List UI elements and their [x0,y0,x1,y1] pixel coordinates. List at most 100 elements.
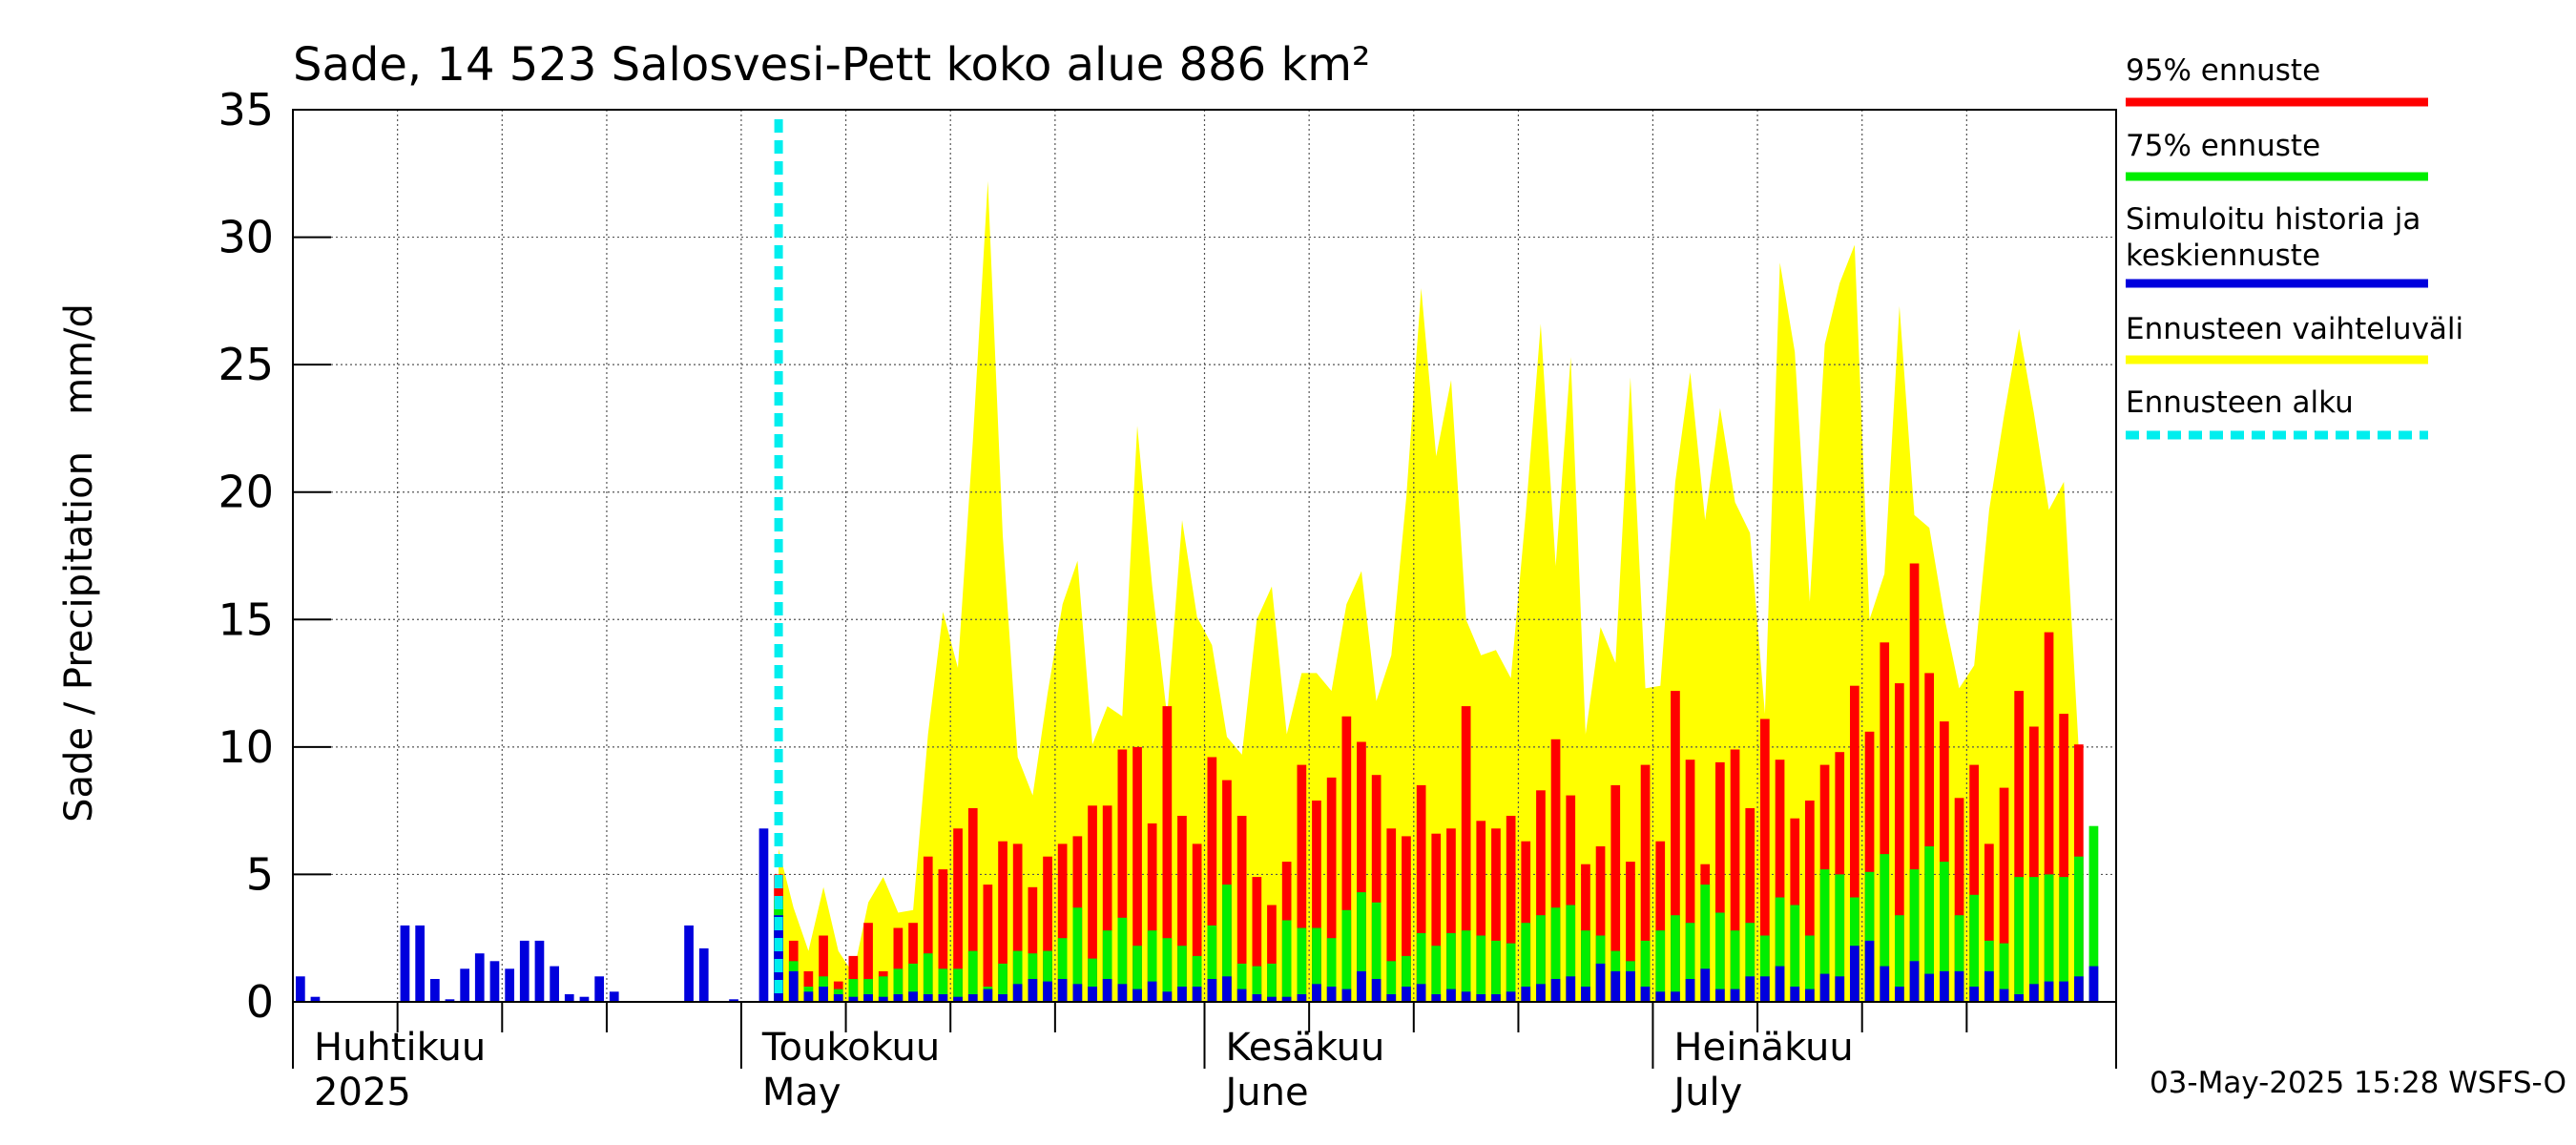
median-bar [1880,966,1890,1002]
p95-bar [1446,828,1456,1002]
p95-bar [1357,741,1366,1002]
y-tick-label: 10 [218,721,274,773]
median-bar [1088,987,1097,1002]
legend-label: 75% ennuste [2126,129,2320,163]
p95-bar [1386,828,1397,1002]
p95-bar [1626,862,1635,1002]
p75-bar [1640,940,1651,1002]
p75-bar [2059,877,2068,1002]
median-bar [1715,989,1725,1002]
p95-bar [1057,843,1068,1002]
p75-bar [1252,966,1262,1002]
history-bar [534,940,545,1002]
median-bar [1446,989,1456,1002]
p95-bar [1297,764,1307,1002]
p95-bar [1207,757,1217,1002]
history-bar [474,953,485,1002]
forecast-range-area [779,180,2079,1003]
p75-bar [1969,894,1979,1002]
chart-title: Sade, 14 523 Salosvesi-Pett koko alue 88… [293,38,1370,92]
median-bar [2044,981,2054,1002]
median-bar [1177,987,1187,1002]
p95-bar [1326,777,1337,1002]
bars [296,563,2099,1002]
p95-bar [1012,843,1023,1002]
history-bar [609,991,619,1002]
median-bar [1984,970,1994,1002]
median-bar [1371,979,1381,1002]
p95-bar [863,923,873,1002]
p95-bar [1088,805,1097,1002]
median-bar [1043,981,1052,1002]
p75-bar [2074,856,2084,1002]
p75-bar [1177,946,1187,1002]
month-label-fi: Huhtikuu [314,1026,486,1070]
history-bar [505,968,514,1002]
legend-label: 95% ennuste [2126,53,2320,88]
median-bar [1626,970,1635,1002]
p95-bar [1371,775,1381,1002]
p95-bar [2014,691,2024,1002]
median-bar [863,994,873,1002]
median-bar [1267,996,1277,1002]
p75-bar [2029,877,2039,1002]
median-bar [1655,991,1666,1002]
median-bar [878,996,888,1002]
median-bar [1819,973,1830,1002]
p95-bar [1028,886,1038,1002]
p75-bar [1835,874,1845,1002]
median-bar [1207,979,1217,1002]
median-bar [1386,994,1397,1002]
p75-bar [1132,946,1142,1002]
p95-bar [1476,821,1486,1002]
p95-bar [1521,841,1531,1002]
median-bar [1909,961,1920,1002]
p75-bar [1297,927,1307,1002]
median-bar [1162,991,1173,1002]
p95-bar [1655,841,1666,1002]
median-bar [1850,946,1859,1002]
median-bar [1954,970,1964,1002]
p75-bar [1566,905,1576,1002]
median-bar [893,994,904,1002]
median-bar [1550,979,1561,1002]
history-bar [445,999,455,1002]
median-bar [1357,970,1366,1002]
p75-bar [1192,955,1202,1002]
median-bar [1895,987,1904,1002]
p75-bar [1446,932,1456,1002]
median-bar [1999,989,2009,1002]
p95-bar [803,970,814,1002]
p75-bar [1550,907,1561,1002]
p95-bar [1536,790,1546,1002]
y-tick-labels: 0 5 10 15 20 25 30 35 [218,84,274,1028]
median-bar [923,994,933,1002]
p75-bar [1924,846,1934,1002]
p75-bar [893,968,904,1002]
median-bar [1566,976,1576,1002]
p75-bar [1028,953,1038,1002]
median-bar [2088,966,2099,1002]
history-bar [519,940,530,1002]
y-tick-label: 30 [218,212,274,263]
p95-bar [953,828,963,1002]
p75-bar [1117,917,1128,1002]
p75-bar [1671,915,1680,1002]
p95-bar [923,856,933,1002]
p95-bar [2044,632,2054,1002]
y-tick-label: 25 [218,339,274,390]
legend: 95% ennuste 75% ennuste Simuloitu historia… [2126,53,2463,440]
median-bar [1236,989,1247,1002]
p75-bar [1895,915,1904,1002]
p95-bar [1954,798,1964,1002]
p95-bar [2059,714,2068,1002]
history-bar [729,999,738,1002]
history-bar [698,947,709,1002]
median-bar [1685,979,1695,1002]
p75-bar [1581,930,1590,1002]
p95-bar [2029,726,2039,1002]
p95-bar [1745,808,1755,1002]
history-bar [489,961,500,1002]
legend-label: Simuloitu historia ja [2126,202,2420,237]
p95-bar [1940,721,1949,1002]
